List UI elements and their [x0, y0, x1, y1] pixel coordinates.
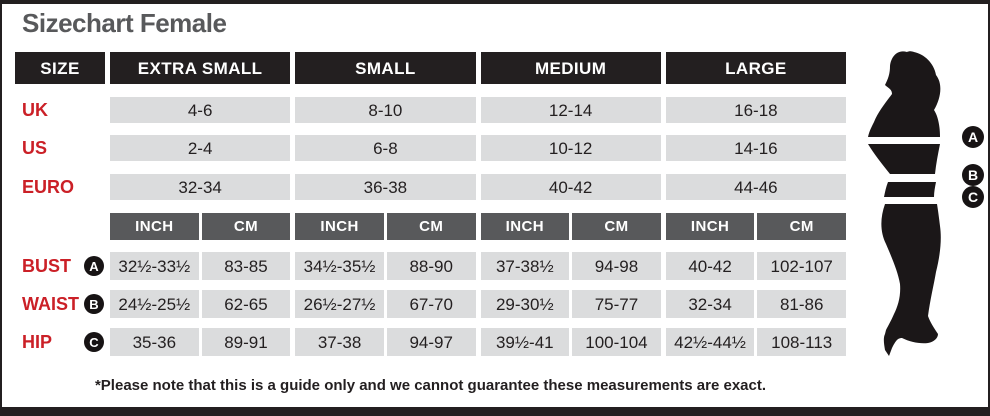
- uk-large-value: 16-18: [665, 97, 846, 123]
- waist-l-cm: 81-86: [757, 290, 846, 318]
- waist-s-cm: 67-70: [386, 290, 476, 318]
- unit-row-spacer: [15, 213, 105, 240]
- hip-m-inch: 39½-41: [480, 328, 570, 356]
- bust-l-inch: 40-42: [665, 252, 755, 280]
- table-row-uk: UK 4-6 8-10 12-14 16-18: [15, 97, 846, 123]
- table-header-row: SIZE EXTRA SMALL SMALL MEDIUM LARGE: [15, 52, 846, 84]
- unit-header-inch: INCH: [295, 213, 384, 240]
- row-label-euro: EURO: [22, 176, 75, 197]
- unit-header-inch: INCH: [480, 213, 570, 240]
- us-large-value: 14-16: [665, 135, 846, 161]
- hip-m-cm: 100-104: [572, 328, 661, 356]
- hip-label: HIP: [22, 331, 53, 352]
- unit-header-large: INCH CM: [665, 213, 846, 240]
- bust-xs-cm: 83-85: [201, 252, 291, 280]
- unit-header-medium: INCH CM: [480, 213, 661, 240]
- hip-s-cm: 94-97: [386, 328, 476, 356]
- unit-header-cm: CM: [201, 213, 291, 240]
- waist-s-inch: 26½-27½: [295, 290, 384, 318]
- table-row-waist: WAIST B 24½-25½ 62-65 26½-27½ 67-70 29-3…: [15, 290, 846, 318]
- euro-small-value: 36-38: [295, 174, 476, 200]
- column-header-medium: MEDIUM: [480, 52, 661, 84]
- bust-large: 40-42 102-107: [665, 252, 846, 280]
- hip-l-inch: 42½-44½: [665, 328, 755, 356]
- unit-header-extra-small: INCH CM: [110, 213, 291, 240]
- waist-xs-cm: 62-65: [201, 290, 291, 318]
- unit-header-cm: CM: [572, 213, 661, 240]
- unit-header-small: INCH CM: [295, 213, 476, 240]
- waist-m-cm: 75-77: [572, 290, 661, 318]
- table-row-euro: EURO 32-34 36-38 40-42 44-46: [15, 174, 846, 200]
- unit-header-cm: CM: [386, 213, 476, 240]
- figure-marker-b-badge-icon: B: [962, 164, 984, 186]
- uk-extra-small-value: 4-6: [110, 97, 291, 123]
- bottom-border-bar: [2, 407, 988, 416]
- figure-marker-c-badge-icon: C: [962, 186, 984, 208]
- size-table: SIZE EXTRA SMALL SMALL MEDIUM LARGE UK 4…: [15, 52, 846, 356]
- row-label-uk: UK: [22, 99, 48, 120]
- euro-extra-small-value: 32-34: [110, 174, 291, 200]
- hip-extra-small: 35-36 89-91: [110, 328, 291, 356]
- waist-medium: 29-30½ 75-77: [480, 290, 661, 318]
- us-small-value: 6-8: [295, 135, 476, 161]
- bust-extra-small: 32½-33½ 83-85: [110, 252, 291, 280]
- bust-m-cm: 94-98: [572, 252, 661, 280]
- waist-xs-inch: 24½-25½: [110, 290, 199, 318]
- row-label-hip: HIP C: [15, 328, 105, 356]
- unit-header-inch: INCH: [665, 213, 755, 240]
- waist-label: WAIST: [22, 293, 79, 314]
- waist-l-inch: 32-34: [665, 290, 755, 318]
- table-row-hip: HIP C 35-36 89-91 37-38 94-97 39½-41 100…: [15, 328, 846, 356]
- bust-m-inch: 37-38½: [480, 252, 570, 280]
- euro-medium-value: 40-42: [480, 174, 661, 200]
- unit-header-cm: CM: [757, 213, 846, 240]
- waist-extra-small: 24½-25½ 62-65: [110, 290, 291, 318]
- bust-l-cm: 102-107: [757, 252, 846, 280]
- female-silhouette-icon: [868, 51, 941, 356]
- table-row-us: US 2-4 6-8 10-12 14-16: [15, 135, 846, 161]
- row-label-bust: BUST A: [15, 252, 105, 280]
- unit-header-row: INCH CM INCH CM INCH CM INCH CM: [15, 213, 846, 240]
- waist-m-inch: 29-30½: [480, 290, 570, 318]
- row-label-us: US: [22, 137, 48, 158]
- hip-xs-cm: 89-91: [201, 328, 291, 356]
- marker-b-badge-icon: B: [84, 294, 104, 314]
- page-title: Sizechart Female: [22, 8, 227, 38]
- column-header-extra-small: EXTRA SMALL: [110, 52, 291, 84]
- bust-small: 34½-35½ 88-90: [295, 252, 476, 280]
- bust-s-inch: 34½-35½: [295, 252, 384, 280]
- hip-s-inch: 37-38: [295, 328, 384, 356]
- footnote: *Please note that this is a guide only a…: [94, 377, 767, 394]
- bust-s-cm: 88-90: [386, 252, 476, 280]
- marker-c-badge-icon: C: [84, 332, 104, 352]
- hip-small: 37-38 94-97: [295, 328, 476, 356]
- bust-xs-inch: 32½-33½: [110, 252, 199, 280]
- table-row-bust: BUST A 32½-33½ 83-85 34½-35½ 88-90 37-38…: [15, 252, 846, 280]
- column-header-small: SMALL: [295, 52, 476, 84]
- us-medium-value: 10-12: [480, 135, 661, 161]
- uk-small-value: 8-10: [295, 97, 476, 123]
- unit-header-inch: INCH: [110, 213, 199, 240]
- bust-medium: 37-38½ 94-98: [480, 252, 661, 280]
- figure-marker-a-badge-icon: A: [962, 126, 984, 148]
- hip-large: 42½-44½ 108-113: [665, 328, 846, 356]
- column-header-size: SIZE: [15, 52, 105, 84]
- waist-small: 26½-27½ 67-70: [295, 290, 476, 318]
- hip-medium: 39½-41 100-104: [480, 328, 661, 356]
- bust-label: BUST: [22, 255, 71, 276]
- euro-large-value: 44-46: [665, 174, 846, 200]
- us-extra-small-value: 2-4: [110, 135, 291, 161]
- waist-large: 32-34 81-86: [665, 290, 846, 318]
- column-header-large: LARGE: [665, 52, 846, 84]
- marker-a-badge-icon: A: [84, 256, 104, 276]
- hip-xs-inch: 35-36: [110, 328, 199, 356]
- hip-l-cm: 108-113: [757, 328, 846, 356]
- uk-medium-value: 12-14: [480, 97, 661, 123]
- row-label-waist: WAIST B: [15, 290, 105, 318]
